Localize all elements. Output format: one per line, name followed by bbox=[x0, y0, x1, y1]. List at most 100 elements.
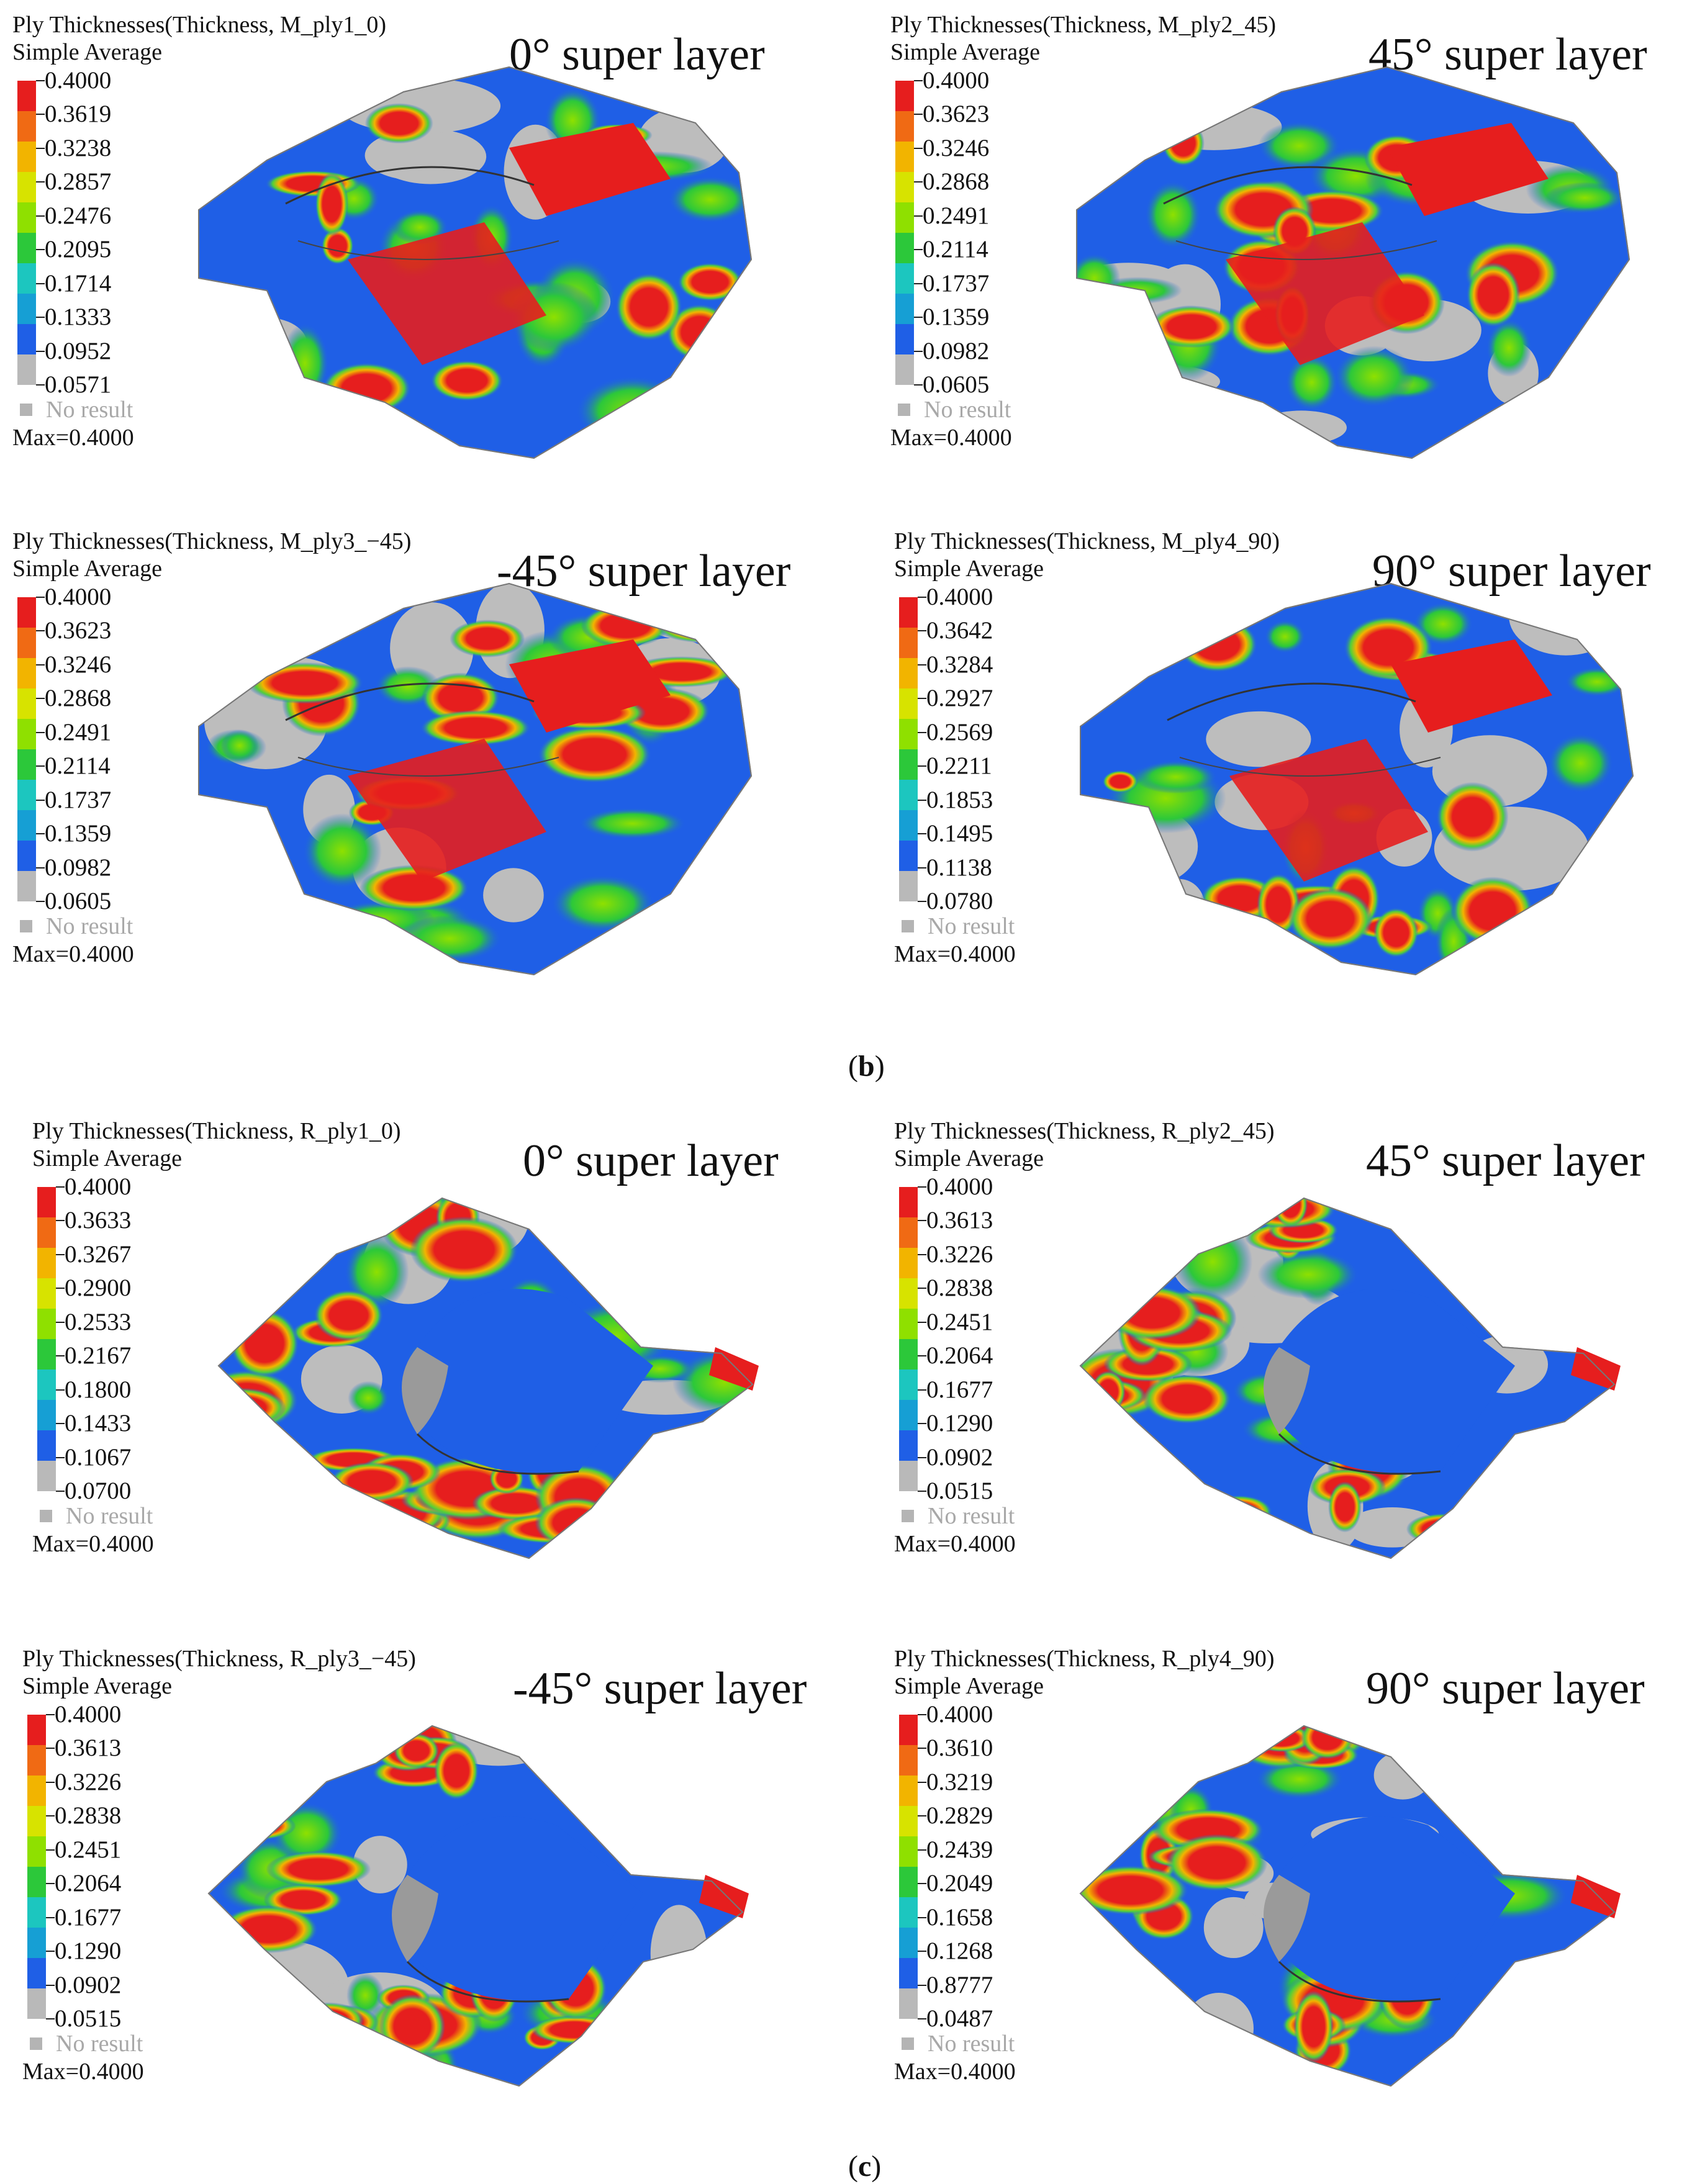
mesh-mid-region bbox=[348, 1381, 389, 1415]
panel-title: Ply Thicknesses(Thickness, M_ply4_90) bbox=[894, 528, 1280, 554]
legend-color-bar bbox=[37, 1187, 56, 1491]
legend-value: 0.1737 bbox=[45, 786, 112, 813]
mesh-tab bbox=[699, 1875, 749, 1918]
legend-tick bbox=[918, 1748, 926, 1749]
legend-swatch bbox=[17, 81, 36, 111]
legend-swatch bbox=[899, 688, 918, 719]
legend-swatch bbox=[899, 1370, 918, 1400]
no-result-label: No result bbox=[928, 2031, 1015, 2057]
legend-tick bbox=[914, 147, 923, 149]
legend-value: 0.3226 bbox=[926, 1240, 993, 1268]
mesh-hot-spot bbox=[531, 2015, 617, 2044]
mesh-edge-line bbox=[416, 1433, 579, 1475]
legend-swatch bbox=[17, 780, 36, 810]
mesh-red-block bbox=[1226, 222, 1424, 365]
mesh-hot-spot bbox=[321, 227, 354, 265]
legend-swatch bbox=[899, 1339, 918, 1370]
mesh-edge-line bbox=[297, 757, 559, 777]
mesh-hot-spot bbox=[1103, 1285, 1201, 1340]
thickness-contour-plot bbox=[1079, 1725, 1621, 2087]
legend-swatch bbox=[895, 81, 914, 111]
mesh-mid-region bbox=[1486, 318, 1532, 377]
panel-m-ply3: Ply Thicknesses(Thickness, M_ply3_−45) S… bbox=[12, 528, 865, 1043]
mesh-red-block bbox=[348, 222, 546, 365]
mesh-hot-spot bbox=[1142, 1374, 1232, 1424]
mesh-gray-region bbox=[296, 1500, 400, 1558]
legend-tick bbox=[918, 2018, 926, 2019]
legend-swatch bbox=[17, 294, 36, 324]
mesh-mid-region bbox=[551, 875, 655, 933]
max-value: Max=0.4000 bbox=[22, 2059, 144, 2085]
legend-value: 0.4000 bbox=[926, 1173, 993, 1200]
mesh-mid-region bbox=[1463, 1479, 1524, 1507]
mesh-edge-line bbox=[1163, 166, 1413, 205]
legend-swatch bbox=[37, 1217, 56, 1248]
legend-value: 0.1268 bbox=[926, 1938, 993, 1965]
legend-value: 0.4000 bbox=[926, 1701, 993, 1728]
legend-tick bbox=[918, 597, 926, 598]
legend-tick bbox=[918, 1321, 926, 1323]
legend-swatch bbox=[899, 1897, 918, 1928]
legend-value: 0.0780 bbox=[926, 888, 993, 914]
panel-subtitle: Simple Average bbox=[12, 39, 162, 65]
mesh-mid-region bbox=[1134, 760, 1218, 794]
legend-value: 0.1433 bbox=[65, 1410, 132, 1437]
legend-tick bbox=[36, 731, 45, 733]
mesh-tab bbox=[1571, 1347, 1621, 1391]
legend-value: 0.0952 bbox=[45, 337, 112, 364]
mesh-edge-line bbox=[406, 1961, 569, 2003]
legend-tick bbox=[914, 282, 923, 284]
mesh-red-block bbox=[1229, 739, 1428, 882]
mesh-mid-region bbox=[1080, 598, 1154, 624]
legend-tick bbox=[36, 350, 45, 352]
panel-r-ply2: Ply Thicknesses(Thickness, R_ply2_45) Si… bbox=[894, 1117, 1705, 1633]
mesh-mid-region bbox=[1080, 800, 1151, 859]
legend-value: 0.2451 bbox=[926, 1308, 993, 1335]
mesh-mid-region bbox=[579, 808, 686, 839]
legend-tick bbox=[36, 765, 45, 767]
legend-swatch bbox=[17, 263, 36, 294]
mesh-gray-region bbox=[1373, 1751, 1432, 1800]
color-legend: 0.4000 0.3642 0.3284 0.2927 0.2569 0.2211 0.18… bbox=[894, 585, 1080, 934]
legend-value: 0.1853 bbox=[926, 786, 993, 813]
mesh-outline bbox=[217, 1197, 754, 1559]
layer-label: 0° super layer bbox=[523, 1135, 779, 1186]
legend-tick bbox=[918, 901, 926, 902]
mesh-gray-region bbox=[1508, 1813, 1614, 1864]
legend-value: 0.3246 bbox=[923, 134, 990, 161]
legend-tick bbox=[36, 317, 45, 318]
legend-color-bar bbox=[27, 1715, 46, 2019]
mesh-gray-region bbox=[646, 382, 704, 441]
no-result-label: No result bbox=[46, 913, 133, 939]
legend-tick bbox=[36, 80, 45, 81]
mesh-hot-spot bbox=[1095, 888, 1202, 946]
mesh-pan-floor bbox=[417, 1289, 653, 1474]
mesh-pan-wall bbox=[402, 1347, 448, 1434]
legend-value: 0.1677 bbox=[926, 1376, 993, 1403]
color-legend: 0.4000 0.3613 0.3226 0.2838 0.2451 0.2064 0.16… bbox=[894, 1173, 1080, 1523]
mesh-mid-region bbox=[698, 1830, 743, 1867]
mesh-outline bbox=[1080, 582, 1634, 976]
legend-tick bbox=[918, 698, 926, 700]
legend-value: 0.2476 bbox=[45, 202, 112, 229]
legend-swatch bbox=[37, 1278, 56, 1309]
legend-swatch bbox=[37, 1248, 56, 1278]
caption-b: (b) bbox=[848, 1050, 885, 1083]
legend-swatch bbox=[895, 202, 914, 233]
legend-swatch bbox=[17, 841, 36, 871]
mesh-outline bbox=[1079, 1197, 1616, 1559]
legend-swatch bbox=[17, 233, 36, 263]
legend-value: 0.1290 bbox=[926, 1410, 993, 1437]
legend-swatch bbox=[899, 871, 918, 901]
mesh-gray-region bbox=[277, 1511, 436, 1558]
legend-tick bbox=[46, 1714, 55, 1715]
legend-value: 0.0605 bbox=[45, 888, 112, 914]
legend-swatch bbox=[895, 354, 914, 385]
legend-value: 0.1359 bbox=[45, 820, 112, 847]
legend-swatch bbox=[37, 1309, 56, 1339]
panel-title: Ply Thicknesses(Thickness, M_ply3_−45) bbox=[12, 528, 412, 554]
mesh-gray-region bbox=[1154, 878, 1205, 936]
legend-value: 0.2533 bbox=[65, 1308, 132, 1335]
legend-swatch bbox=[17, 111, 36, 142]
mesh-gray-region bbox=[1080, 1945, 1145, 1982]
